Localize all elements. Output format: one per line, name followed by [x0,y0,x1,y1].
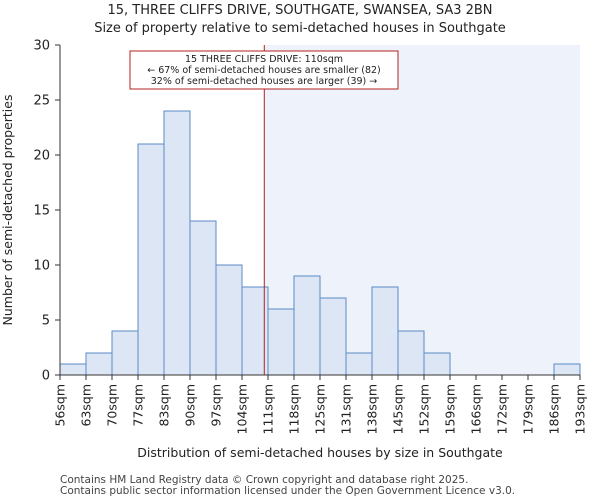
annotation-box [129,50,399,90]
chart-subtitle: Size of property relative to semi-detach… [94,21,506,36]
x-tick-label: 159sqm [443,384,458,434]
histogram-chart: 0 5 10 15 20 25 30 56sqm 63sqm 70sqm 77sqm 83sqm 90s… [0,39,588,461]
histogram-bar [553,363,581,376]
footer-licence: Contains public sector information licen… [60,485,516,497]
x-tick-label: 179sqm [521,384,536,434]
chart-title: 15, THREE CLIFFS DRIVE, SOUTHGATE, SWANS… [107,3,493,18]
histogram-bar [267,308,295,376]
x-tick-label: 118sqm [287,384,302,434]
histogram-bar [241,286,269,376]
x-tick-label: 131sqm [339,384,354,434]
y-tick-label: 0 [42,369,50,384]
x-tick-label: 83sqm [157,384,172,427]
x-tick-label: 186sqm [547,384,562,434]
x-tick-label: 104sqm [235,384,250,434]
histogram-bar [85,352,113,376]
x-tick-label: 56sqm [53,384,68,427]
histogram-bar [345,352,373,376]
y-axis-title: Number of semi-detached properties [0,95,15,326]
histogram-bar [111,330,139,376]
x-tick-label: 125sqm [313,384,328,434]
annotation-line: ← 67% of semi-detached houses are smalle… [147,65,381,76]
histogram-bar [59,363,87,376]
y-tick-label: 15 [33,204,50,219]
histogram-bar [189,220,217,376]
y-tick-label: 25 [33,94,50,109]
histogram-bar [319,297,347,376]
histogram-bar [371,286,399,376]
histogram-bar [163,110,191,376]
x-tick-label: 77sqm [131,384,146,427]
x-tick-label: 193sqm [573,384,588,434]
x-tick-label: 145sqm [391,384,406,434]
y-tick-label: 10 [33,259,50,274]
histogram-bar [423,352,451,376]
histogram-bar [397,330,425,376]
x-tick-label: 166sqm [469,384,484,434]
annotation-line: 15 THREE CLIFFS DRIVE: 110sqm [185,54,343,65]
histogram-bar [137,143,165,376]
x-tick-label: 152sqm [417,384,432,434]
histogram-bar [293,275,321,376]
x-tick-label: 111sqm [261,384,276,434]
x-tick-label: 97sqm [209,384,224,427]
x-tick-label: 70sqm [105,384,120,427]
histogram-bar [215,264,243,376]
y-tick-label: 20 [33,149,50,164]
footer-copyright: Contains HM Land Registry data © Crown c… [60,474,469,486]
x-axis-title: Distribution of semi-detached houses by … [137,445,503,460]
x-tick-label: 172sqm [495,384,510,434]
y-tick-label: 5 [42,314,50,329]
x-tick-label: 90sqm [183,384,198,427]
x-tick-label: 138sqm [365,384,380,434]
y-tick-label: 30 [33,39,50,54]
annotation-line: 32% of semi-detached houses are larger (… [151,76,378,87]
x-tick-label: 63sqm [79,384,94,427]
